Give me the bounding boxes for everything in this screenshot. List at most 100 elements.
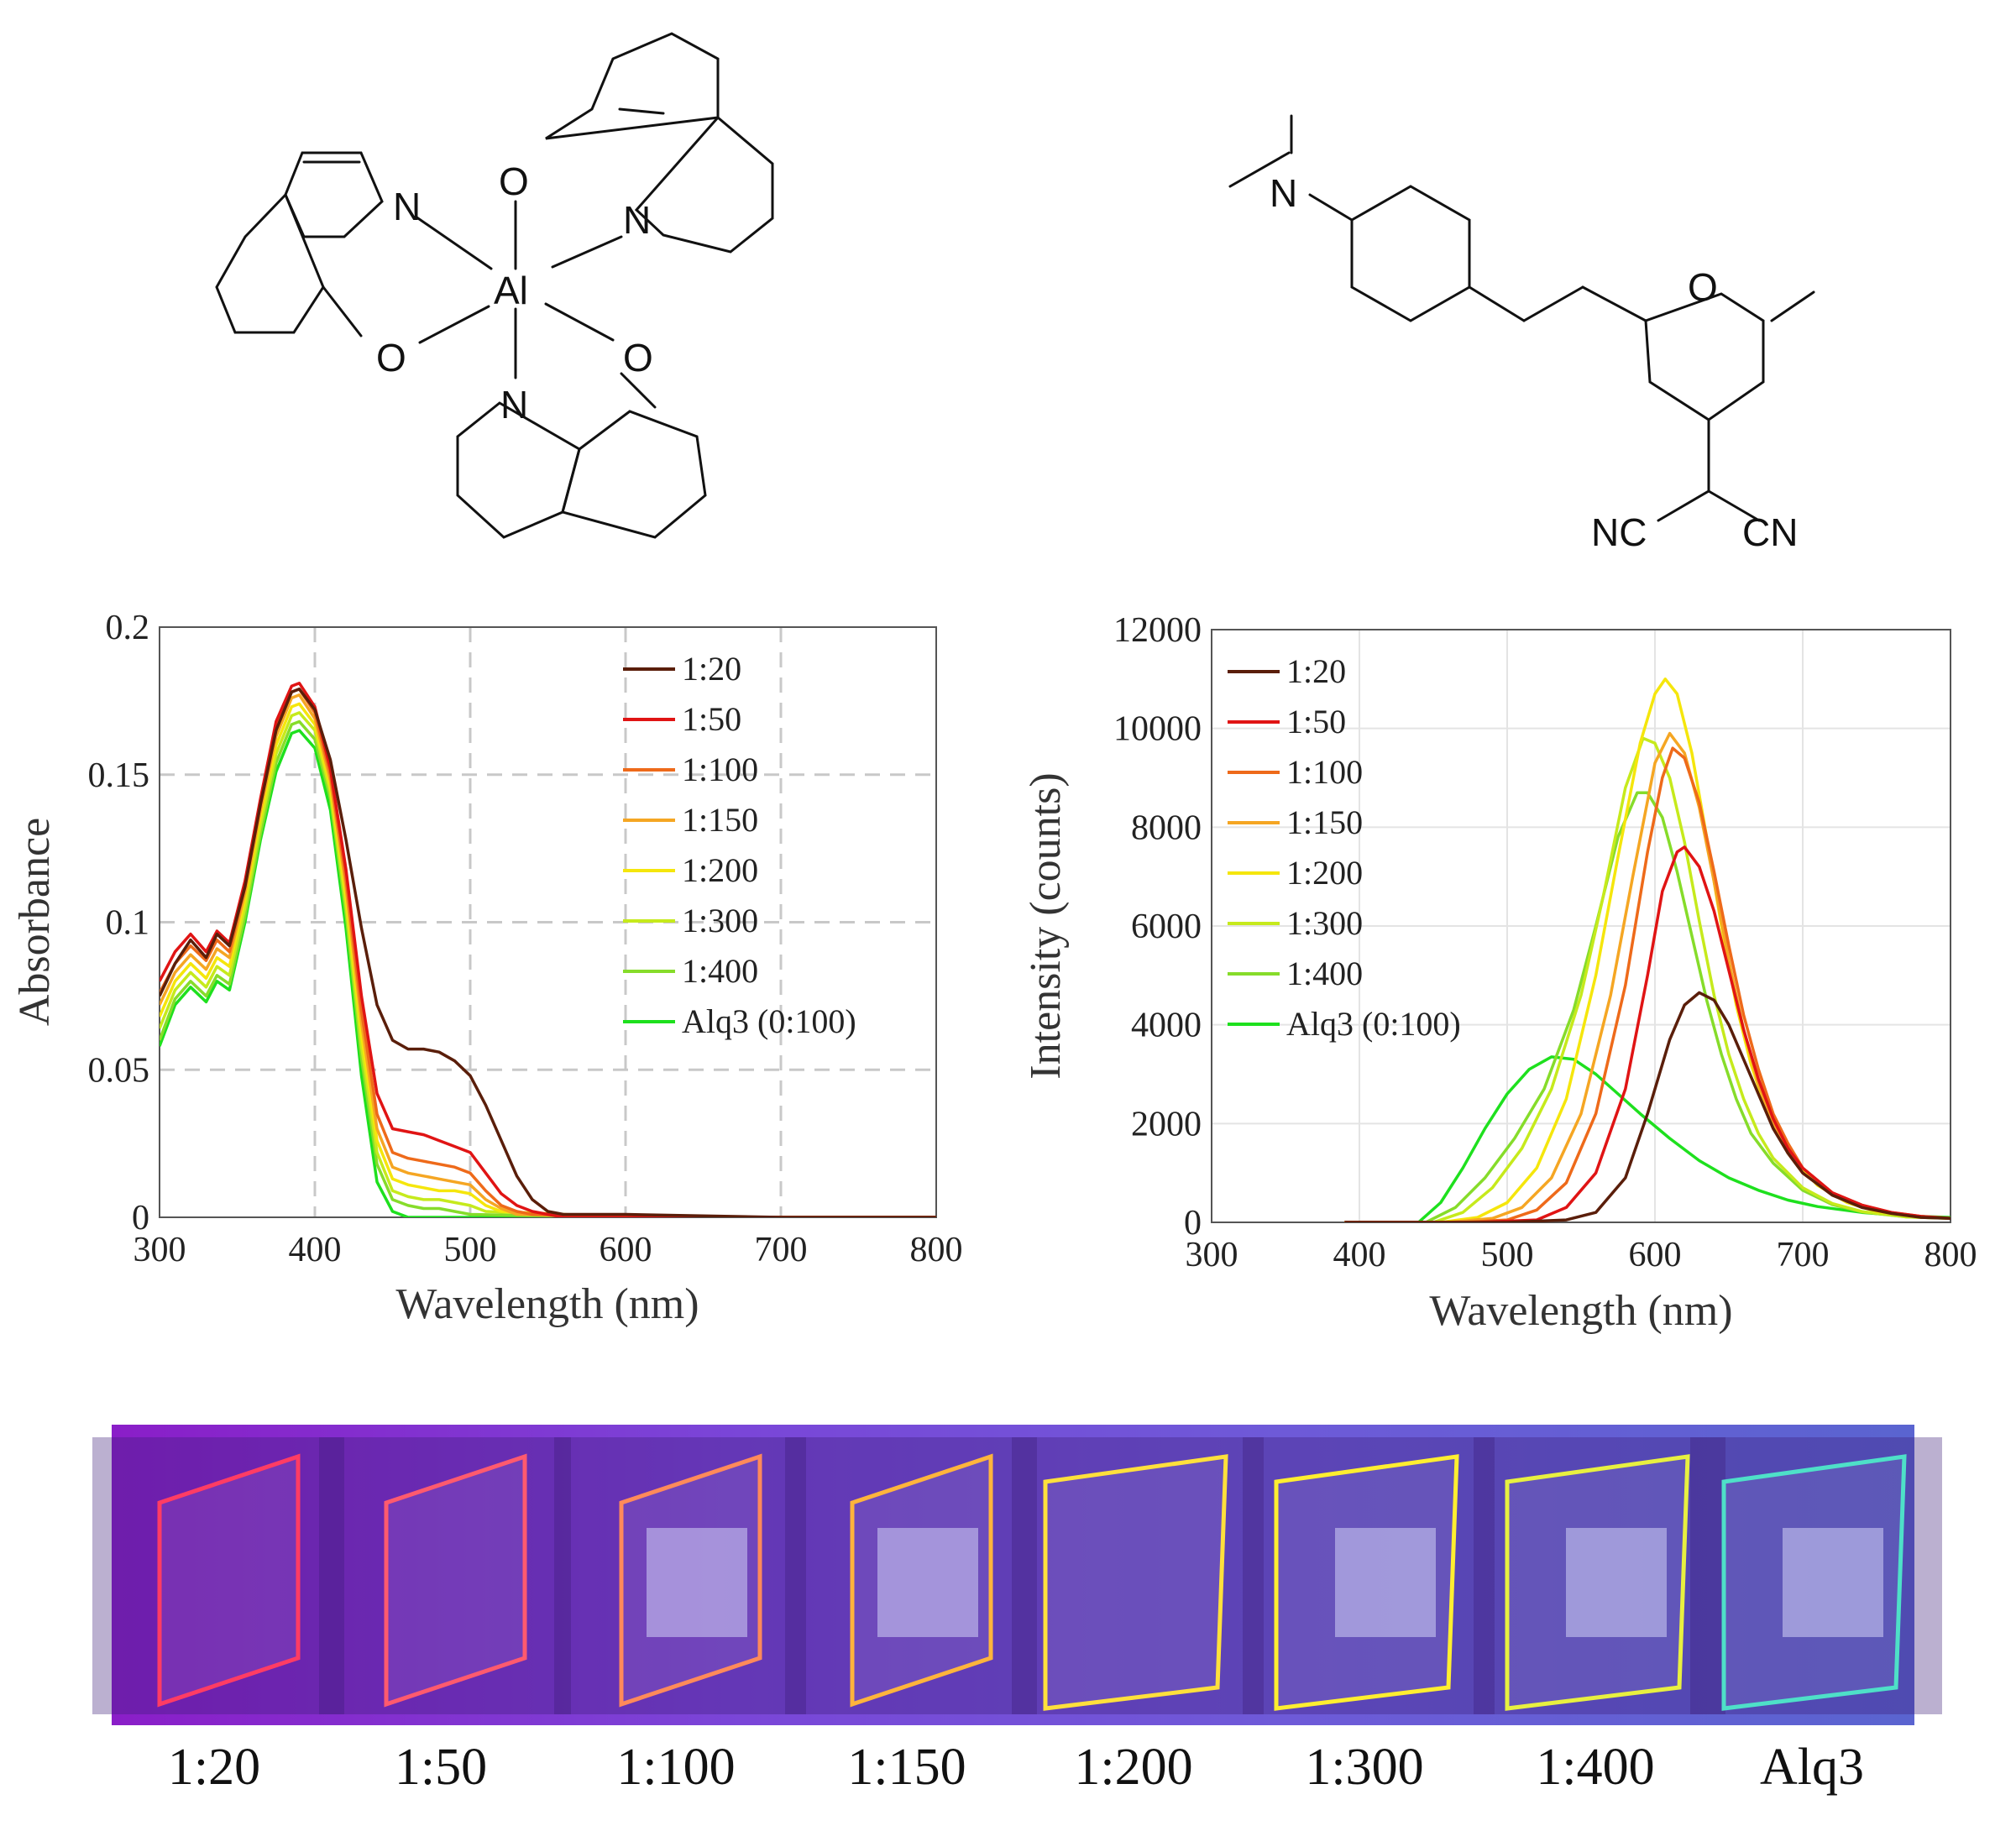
x-tick-label: 800 (910, 1231, 963, 1269)
alq3-atom-n3: N (500, 383, 528, 426)
alq3-atom-n1: N (393, 185, 421, 228)
series-line (1344, 845, 1951, 1222)
sample-label: 1:150 (847, 1739, 966, 1796)
x-tick-label: 400 (289, 1231, 342, 1269)
emission-plot-frame (1211, 629, 1951, 1223)
alq3-atom-al: Al (494, 269, 528, 312)
film-slide (384, 1453, 527, 1708)
emission-legend: 1:20 1:50 1:100 1:150 1:200 1:300 1:400 Alq3 (0… (1228, 652, 1461, 1043)
absorbance-chart: 300 400 500 600 700 800 0 0.05 0.1 0.15 0.2 1:20 1:… (11, 609, 963, 1328)
legend-label: 1:50 (1286, 703, 1346, 740)
x-tick-label: 300 (134, 1231, 186, 1269)
substrate-patch (1566, 1528, 1667, 1637)
series-line (160, 711, 936, 1217)
y-tick-label: 0.1 (106, 904, 150, 943)
emission-series (1344, 677, 1951, 1222)
sample-well (1690, 1437, 1942, 1714)
alq3-atom-o2: O (376, 336, 406, 379)
sample-label: 1:50 (395, 1739, 487, 1796)
x-tick-label: 600 (600, 1231, 652, 1269)
substrate-patch (877, 1528, 978, 1637)
y-tick-label: 12000 (1113, 611, 1202, 650)
sample-label: 1:100 (616, 1739, 735, 1796)
legend-label: 1:100 (682, 751, 758, 788)
sample-label: Alq3 (1760, 1739, 1864, 1796)
alq3-atom-n2: N (623, 198, 651, 242)
sample-well (1474, 1437, 1725, 1714)
y-tick-label: 0 (132, 1199, 149, 1237)
dcm-atom-o: O (1688, 265, 1718, 309)
legend-label: 1:300 (1286, 904, 1363, 942)
legend-label: Alq3 (0:100) (682, 1002, 856, 1040)
film-slide (157, 1453, 301, 1708)
y-tick-label: 0.15 (88, 756, 150, 795)
legend-label: Alq3 (0:100) (1286, 1005, 1461, 1043)
legend-label: 1:400 (1286, 955, 1363, 992)
sample-label: 1:400 (1536, 1739, 1654, 1796)
series-line (1344, 736, 1951, 1222)
sample-well (554, 1437, 806, 1714)
absorbance-y-axis-label: Absorbance (11, 818, 59, 1026)
emission-y-axis-label: Intensity (counts) (1022, 772, 1070, 1079)
absorbance-grid (160, 627, 936, 1217)
y-tick-label: 0 (1184, 1204, 1202, 1242)
sample-labels: 1:20 1:50 1:100 1:150 1:200 1:300 1:400 Alq3 (168, 1739, 1864, 1796)
series-line (1344, 791, 1951, 1222)
y-tick-label: 0.05 (88, 1051, 150, 1090)
y-tick-label: 0.2 (106, 609, 150, 647)
legend-label: 1:150 (682, 801, 758, 839)
sample-well (92, 1437, 344, 1714)
y-tick-label: 4000 (1131, 1007, 1202, 1045)
alq3-atom-o1: O (499, 160, 529, 203)
series-line (160, 688, 936, 1217)
dcm-atom-cn: CN (1742, 510, 1798, 554)
y-tick-label: 2000 (1131, 1105, 1202, 1143)
legend-label: 1:50 (682, 700, 741, 738)
sample-well (1012, 1437, 1264, 1714)
substrate-patch (1335, 1528, 1436, 1637)
alq3-structure: N N N O O O Al (215, 32, 774, 539)
x-tick-label: 500 (1481, 1236, 1534, 1274)
legend-label: 1:400 (682, 952, 758, 990)
series-line (1344, 1055, 1951, 1222)
alq3-atom-o3: O (623, 336, 653, 379)
series-line (160, 688, 936, 1217)
emission-chart: 300 400 500 600 700 8000200040006000800010000… (1022, 611, 1977, 1335)
series-line (1344, 677, 1951, 1222)
series-line (1344, 991, 1951, 1222)
absorbance-x-axis-label: Wavelength (nm) (395, 1280, 699, 1328)
legend-label: 1:200 (682, 851, 758, 889)
dcm-atom-nc: NC (1591, 510, 1647, 554)
y-tick-label: 10000 (1113, 710, 1202, 749)
emission-x-axis-label: Wavelength (nm) (1429, 1287, 1732, 1335)
y-tick-label: 6000 (1131, 908, 1202, 946)
sample-well (1243, 1437, 1495, 1714)
emission-grid (1212, 630, 1951, 1222)
sample-well (785, 1437, 1037, 1714)
y-tick-label: 8000 (1131, 808, 1202, 847)
x-tick-label: 300 (1186, 1236, 1238, 1274)
x-tick-label: 700 (755, 1231, 808, 1269)
sample-well (319, 1437, 571, 1714)
emission-ticks: 300 400 500 600 700 8000200040006000800010000… (1113, 611, 1977, 1274)
substrate-patch (1783, 1528, 1883, 1637)
x-tick-label: 400 (1333, 1236, 1386, 1274)
sample-label: 1:200 (1074, 1739, 1192, 1796)
x-tick-label: 700 (1777, 1236, 1830, 1274)
film-slide (1043, 1454, 1228, 1711)
series-line (160, 719, 936, 1217)
dcm-atom-n: N (1270, 171, 1297, 215)
series-line (1344, 746, 1951, 1222)
x-tick-label: 600 (1629, 1236, 1682, 1274)
series-line (160, 729, 936, 1217)
legend-label: 1:300 (682, 902, 758, 939)
absorbance-ticks: 300 400 500 600 700 800 0 0.05 0.1 0.15 0.2 (88, 609, 963, 1269)
legend-label: 1:20 (1286, 652, 1346, 690)
legend-label: 1:150 (1286, 803, 1363, 841)
legend-label: 1:20 (682, 650, 741, 688)
sample-wells (92, 1437, 1942, 1714)
x-tick-label: 500 (444, 1231, 497, 1269)
dcm-structure: N O NC CN (1228, 114, 1815, 554)
sample-label: 1:20 (168, 1739, 260, 1796)
substrate-patch (647, 1528, 747, 1637)
